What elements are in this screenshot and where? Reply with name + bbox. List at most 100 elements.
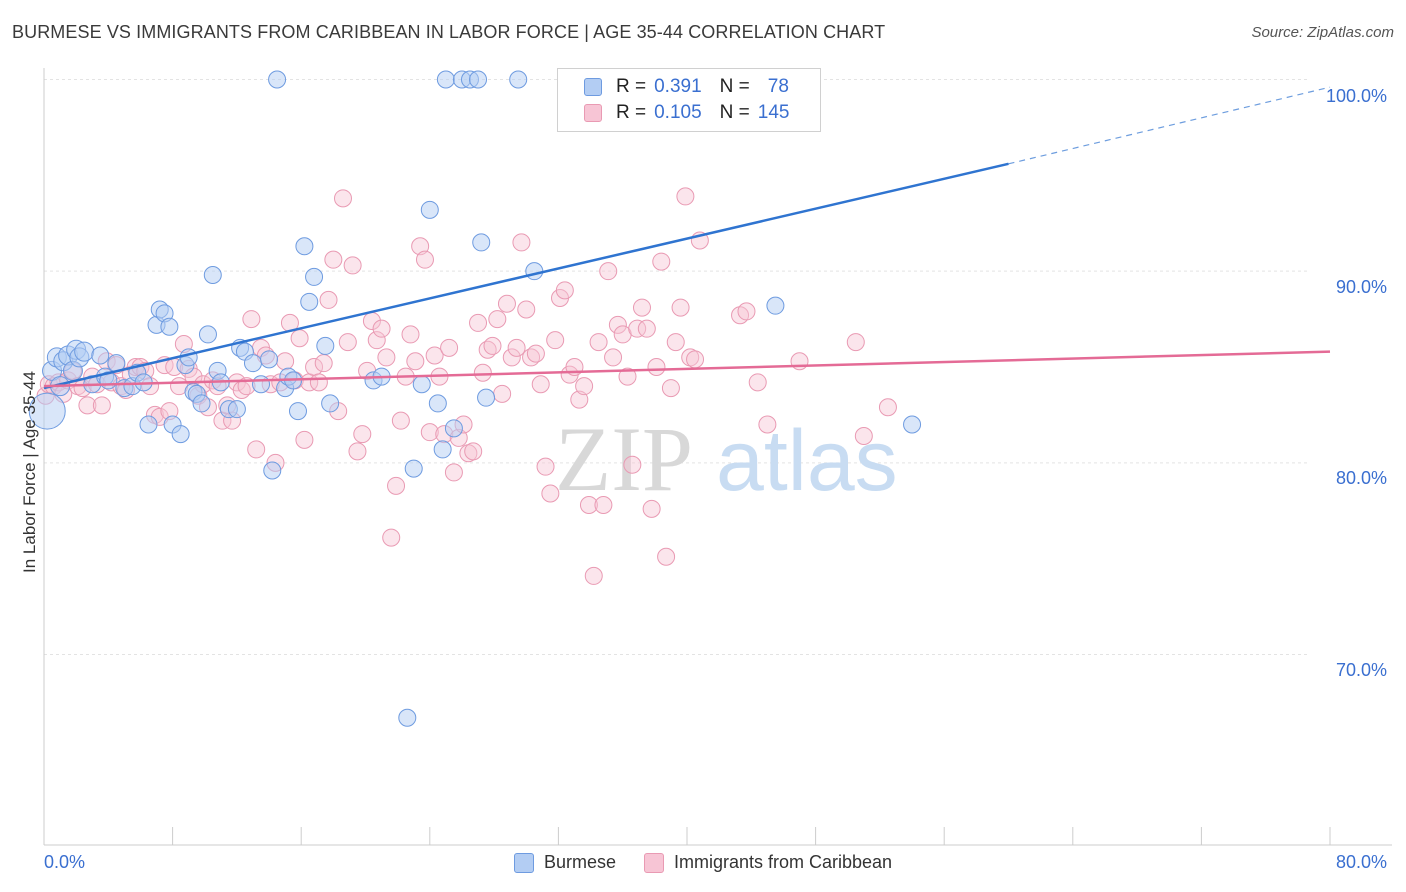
- r-value-burmese: 0.391: [654, 76, 702, 97]
- caribbean-point: [666, 333, 685, 352]
- caribbean-point: [507, 338, 526, 357]
- burmese-point: [316, 336, 335, 355]
- gridlines: [44, 79, 1310, 655]
- stats-row-caribbean: R = 0.105 N = 145: [584, 101, 789, 125]
- watermark-atlas: atlas: [716, 413, 898, 509]
- burmese-point: [321, 394, 340, 413]
- caribbean-point: [411, 237, 430, 256]
- legend-item-caribbean: Immigrants from Caribbean: [643, 852, 893, 873]
- burmese-point: [260, 350, 279, 369]
- caribbean-point: [555, 281, 574, 300]
- caribbean-point: [589, 333, 608, 352]
- caribbean-point: [846, 333, 865, 352]
- caribbean-trend-line: [43, 350, 1331, 388]
- caribbean-point: [333, 189, 352, 208]
- caribbean-point: [276, 352, 295, 371]
- caribbean-point: [657, 547, 676, 566]
- caribbean-point: [579, 496, 598, 514]
- chart-source: Source: ZipAtlas.com: [1251, 24, 1394, 41]
- caribbean-point: [671, 298, 690, 317]
- caribbean-point: [343, 256, 362, 275]
- caribbean-point: [440, 338, 459, 357]
- caribbean-point: [536, 457, 555, 476]
- x-tick-label-max: 80.0%: [1336, 852, 1388, 872]
- r-label: R =: [616, 102, 647, 123]
- caribbean-point: [406, 352, 425, 371]
- legend-item-burmese: Burmese: [513, 852, 616, 873]
- burmese-point: [243, 354, 262, 373]
- caribbean-point: [247, 440, 266, 459]
- r-value-caribbean: 0.105: [654, 102, 702, 123]
- burmese-point: [263, 461, 282, 480]
- caribbean-point: [517, 300, 536, 319]
- burmese-point: [412, 375, 431, 394]
- burmese-point: [433, 440, 452, 459]
- burmese-point: [203, 266, 222, 284]
- caribbean-point: [92, 396, 111, 415]
- burmese-point: [477, 388, 496, 407]
- legend-swatch-caribbean: [643, 852, 664, 873]
- burmese-point: [295, 237, 314, 256]
- burmese-point: [428, 394, 447, 413]
- legend-label-caribbean: Immigrants from Caribbean: [673, 852, 893, 872]
- caribbean-point: [531, 375, 550, 394]
- burmese-point: [509, 70, 528, 89]
- caribbean-point: [575, 377, 594, 396]
- burmese-point: [444, 419, 463, 438]
- burmese-point: [288, 402, 307, 421]
- burmese-point: [179, 348, 198, 367]
- n-value-burmese: 78: [767, 76, 789, 97]
- burmese-point: [160, 317, 179, 336]
- caribbean-swatch: [584, 104, 602, 122]
- caribbean-point: [647, 358, 666, 376]
- caribbean-point: [420, 423, 439, 442]
- legend-label-burmese: Burmese: [543, 852, 616, 872]
- burmese-point: [472, 233, 491, 252]
- caribbean-point: [628, 319, 647, 338]
- caribbean-point: [372, 319, 391, 338]
- caribbean-point: [382, 528, 401, 547]
- y-axis-label: In Labor Force | Age 35-44: [20, 371, 39, 573]
- caribbean-point: [652, 252, 671, 271]
- caribbean-point: [608, 315, 627, 334]
- caribbean-point: [878, 398, 897, 417]
- stats-row-burmese: R = 0.391 N = 78: [584, 75, 789, 99]
- caribbean-point: [338, 333, 357, 352]
- axes: [43, 68, 1392, 846]
- caribbean-point: [483, 336, 502, 355]
- caribbean-point: [512, 233, 531, 252]
- caribbean-point: [618, 367, 637, 386]
- stats-legend: R = 0.391 N = 78 R = 0.105 N = 145: [557, 68, 821, 132]
- burmese-point: [198, 325, 217, 344]
- caribbean-point: [415, 250, 434, 269]
- caribbean-point: [686, 350, 705, 369]
- burmese-point: [227, 400, 246, 419]
- caribbean-point: [854, 427, 873, 445]
- caribbean-points: [36, 187, 897, 585]
- burmese-trend-line: [43, 162, 1009, 390]
- burmese-point: [139, 415, 158, 434]
- burmese-points: [28, 70, 922, 727]
- caribbean-point: [584, 566, 603, 585]
- burmese-point: [192, 394, 211, 413]
- burmese-trend-extension: [1008, 86, 1331, 165]
- caribbean-point: [594, 496, 613, 514]
- n-label: N =: [719, 76, 750, 97]
- n-value-caribbean: 145: [757, 102, 790, 123]
- caribbean-point: [314, 354, 333, 373]
- burmese-point: [404, 459, 423, 478]
- watermark-zip: ZIP: [555, 408, 693, 510]
- caribbean-point: [546, 331, 565, 350]
- caribbean-point: [309, 373, 328, 392]
- burmese-point: [903, 415, 922, 434]
- y-tick-label-80: 80.0%: [1336, 468, 1388, 488]
- burmese-point: [469, 70, 488, 89]
- caribbean-point: [473, 363, 492, 382]
- r-label: R =: [616, 76, 647, 97]
- burmese-point: [398, 708, 417, 727]
- caribbean-point: [526, 344, 545, 363]
- caribbean-point: [623, 455, 642, 474]
- caribbean-point: [353, 425, 372, 444]
- n-label: N =: [719, 102, 750, 123]
- caribbean-point: [541, 484, 560, 503]
